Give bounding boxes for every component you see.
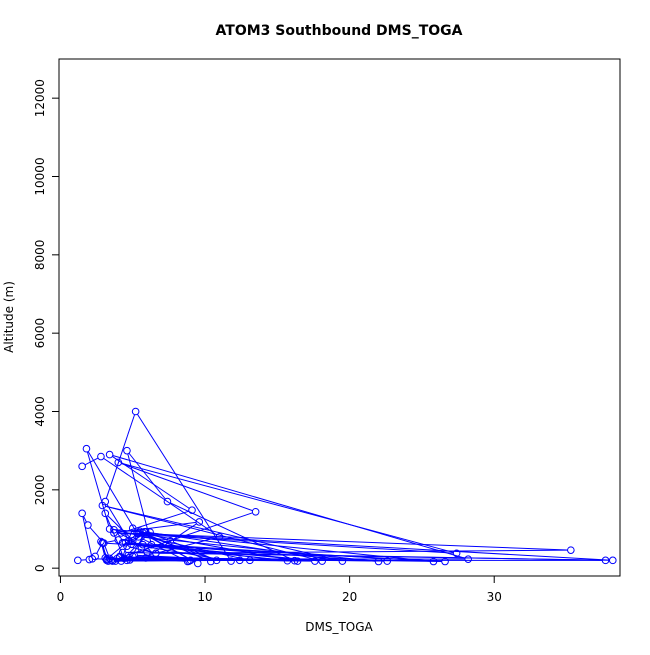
- x-tick-label: 20: [342, 590, 357, 604]
- y-tick-label: 12000: [33, 79, 47, 117]
- y-tick-label: 2000: [33, 475, 47, 506]
- y-tick-label: 6000: [33, 318, 47, 349]
- y-tick-label: 8000: [33, 240, 47, 271]
- y-tick-label: 10000: [33, 157, 47, 195]
- x-tick-label: 0: [57, 590, 65, 604]
- x-tick-label: 30: [487, 590, 502, 604]
- y-tick-label: 0: [33, 564, 47, 572]
- x-axis-label: DMS_TOGA: [305, 620, 373, 634]
- y-tick-label: 4000: [33, 396, 47, 427]
- y-axis-label: Altitude (m): [2, 281, 16, 353]
- x-tick-label: 10: [197, 590, 212, 604]
- chart-title: ATOM3 Southbound DMS_TOGA: [216, 23, 463, 39]
